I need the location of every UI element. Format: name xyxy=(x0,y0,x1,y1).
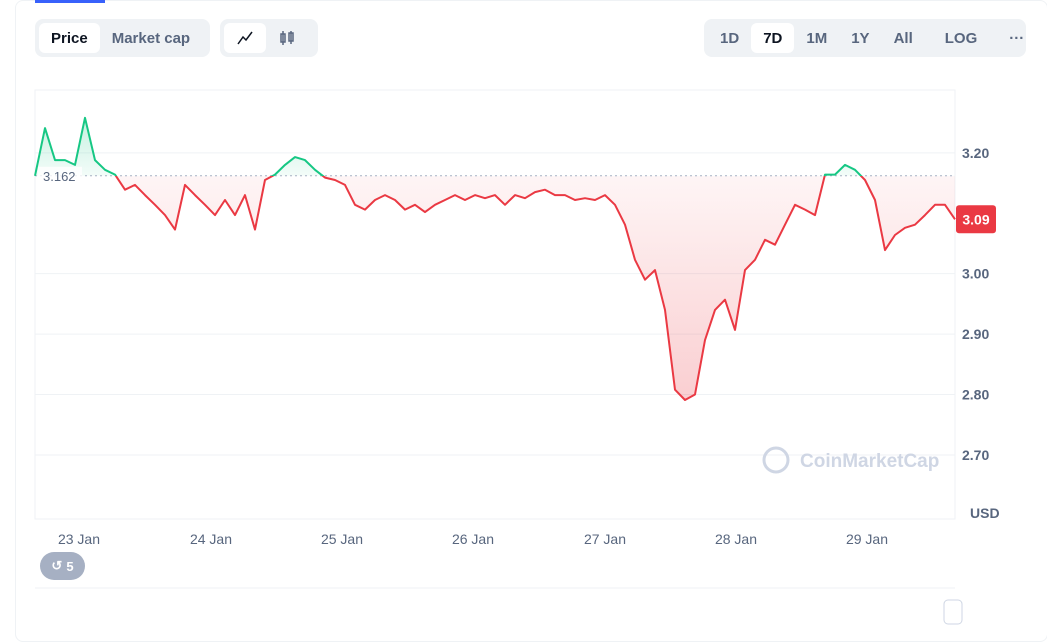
more-button[interactable]: ··· xyxy=(1009,29,1025,47)
line-icon xyxy=(237,31,253,45)
badge-count: 5 xyxy=(66,558,74,574)
range-button[interactable]: 1Y xyxy=(851,29,870,47)
tab-indicator xyxy=(35,0,105,3)
range-button[interactable]: 1D xyxy=(720,29,740,47)
range-button[interactable]: 7D xyxy=(751,23,795,53)
chart-style-toggle xyxy=(220,19,318,57)
range-toggle: 1D 7D 1M 1Y All LOG ··· xyxy=(704,19,1026,57)
metric-toggle: Price Market cap xyxy=(35,19,210,57)
candle-button[interactable] xyxy=(266,23,308,53)
range-button[interactable]: All xyxy=(893,29,913,47)
history-badge[interactable]: ↺ 5 xyxy=(40,552,85,580)
candle-icon xyxy=(280,31,294,45)
range-button[interactable]: 1M xyxy=(806,29,828,47)
line-button[interactable] xyxy=(224,23,266,53)
card xyxy=(15,0,1047,642)
page: Price Market cap 1D 7D 1M 1Y All LOG ··· ↺ 5 2.… xyxy=(15,0,1047,642)
log-button[interactable]: LOG xyxy=(944,29,978,47)
market-cap-button[interactable]: Market cap xyxy=(111,29,191,47)
price-button[interactable]: Price xyxy=(39,23,100,53)
history-icon: ↺ xyxy=(51,558,63,573)
